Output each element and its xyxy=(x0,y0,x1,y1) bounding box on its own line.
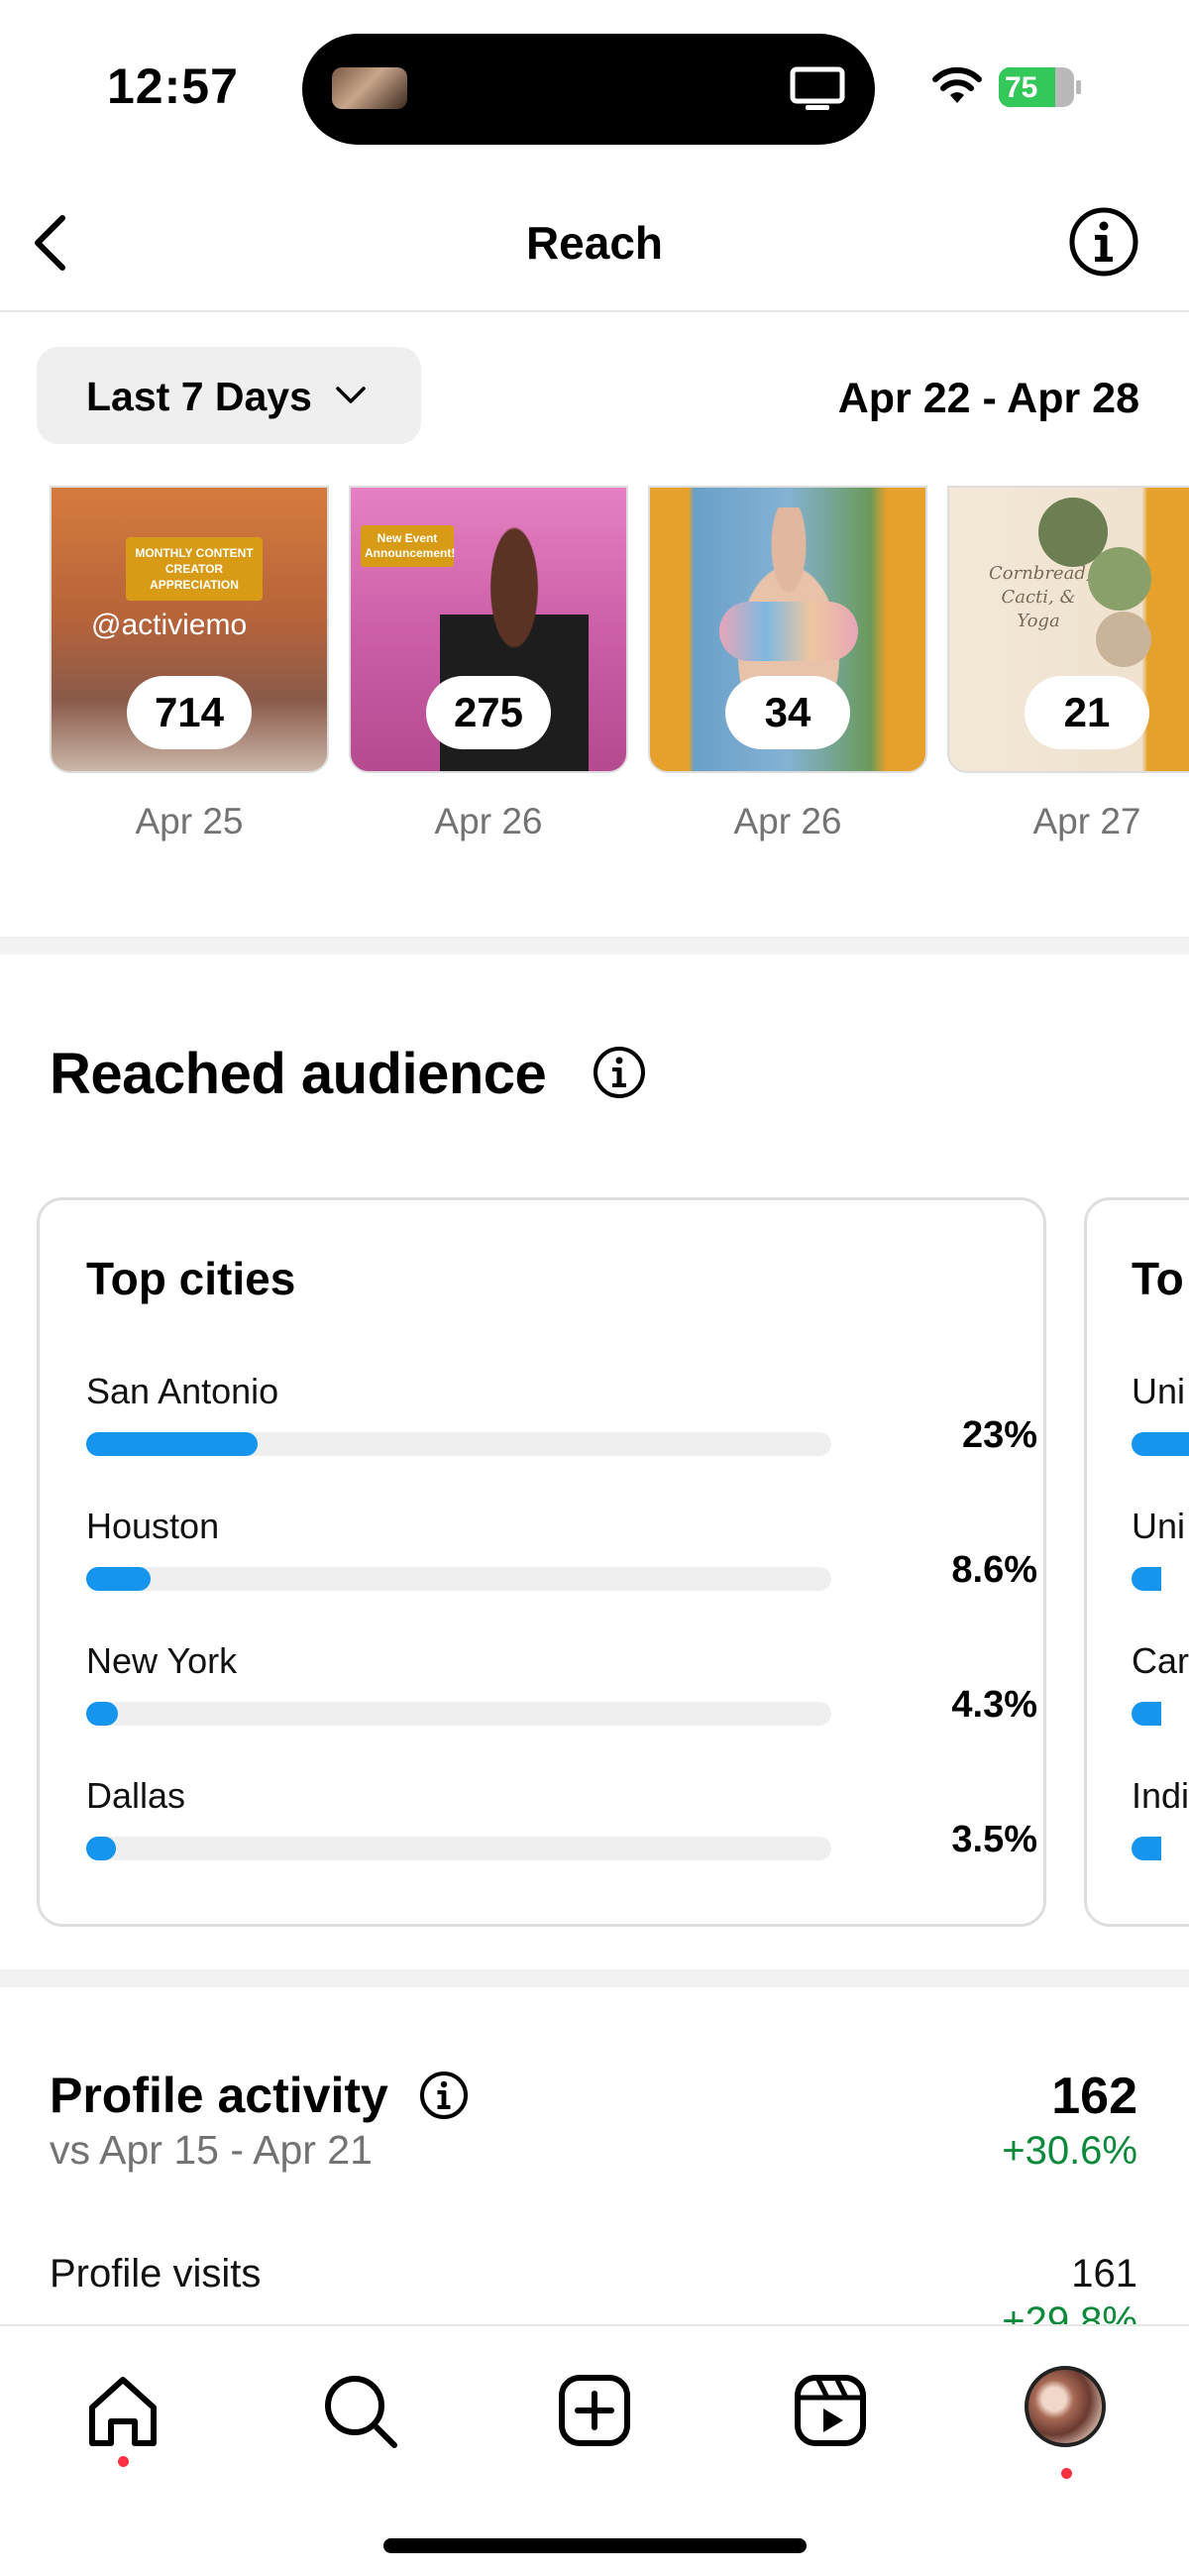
content-thumbnail[interactable]: MONTHLY CONTENT CREATOR APPRECIATION @ac… xyxy=(50,486,329,773)
next-card-bar xyxy=(1132,1837,1161,1860)
search-icon[interactable] xyxy=(315,2366,404,2455)
city-bar-fill xyxy=(86,1432,258,1456)
thumbnail-handle-text: @activiemo xyxy=(91,609,248,641)
profile-notification-dot xyxy=(1061,2468,1072,2479)
create-icon[interactable] xyxy=(550,2366,639,2455)
dynamic-island[interactable] xyxy=(302,34,875,145)
thumbnail-sticker-text: New Event Announcement! xyxy=(361,525,455,567)
profile-visits-value: 161 xyxy=(1071,2252,1137,2296)
city-bar-fill xyxy=(86,1702,119,1726)
thumbnail-photo-circle xyxy=(1096,612,1151,667)
city-row: New York 4.3% xyxy=(86,1640,1037,1759)
next-card-title: To xyxy=(1132,1253,1184,1304)
home-notification-dot xyxy=(118,2456,129,2467)
home-icon[interactable] xyxy=(78,2366,167,2455)
battery-percent: 75 xyxy=(1005,71,1038,104)
live-activity-thumbnail xyxy=(332,67,407,109)
top-cities-title: Top cities xyxy=(86,1253,296,1304)
wifi-icon xyxy=(932,66,982,103)
thumbnail-date: Apr 26 xyxy=(733,801,842,841)
battery-indicator: 75 xyxy=(999,67,1082,107)
city-bar-track xyxy=(86,1702,831,1726)
navigation-header: Reach xyxy=(0,178,1189,312)
city-name: Dallas xyxy=(86,1775,186,1816)
reels-icon[interactable] xyxy=(786,2366,875,2455)
thumbnail-date: Apr 25 xyxy=(135,801,244,841)
thumbnail-sticker-text: MONTHLY CONTENT CREATOR APPRECIATION xyxy=(126,537,263,601)
city-bar-fill xyxy=(86,1567,151,1591)
info-icon[interactable] xyxy=(1066,204,1141,280)
next-card-bar xyxy=(1132,1702,1161,1726)
city-row: San Antonio 23% xyxy=(86,1371,1037,1490)
reach-count-badge: 275 xyxy=(426,676,551,749)
city-name: Houston xyxy=(86,1506,220,1546)
city-percent: 23% xyxy=(961,1414,1037,1456)
comparison-period: vs Apr 15 - Apr 21 xyxy=(50,2127,373,2173)
city-bar-track xyxy=(86,1567,831,1591)
thumbnail-date: Apr 27 xyxy=(1032,801,1141,841)
top-countries-card-peek[interactable]: To Uni Uni Car Indi xyxy=(1084,1197,1189,1927)
city-percent: 8.6% xyxy=(951,1549,1037,1591)
page-title: Reach xyxy=(525,217,664,269)
next-card-item: Indi xyxy=(1132,1775,1189,1816)
next-card-item: Car xyxy=(1132,1640,1189,1681)
date-range-dropdown[interactable]: Last 7 Days xyxy=(37,347,421,444)
next-card-item: Uni xyxy=(1132,1371,1186,1411)
city-name: New York xyxy=(86,1640,238,1681)
content-thumbnail[interactable]: 34 xyxy=(648,486,927,773)
top-cities-card[interactable]: Top cities San Antonio 23% Houston 8.6% … xyxy=(37,1197,1046,1927)
section-divider xyxy=(0,1969,1189,1987)
reach-count-badge: 714 xyxy=(127,676,252,749)
back-chevron-icon[interactable] xyxy=(18,208,87,278)
thumbnail-photo-circle xyxy=(1038,498,1108,567)
info-icon[interactable] xyxy=(418,2070,470,2121)
profile-activity-heading: Profile activity xyxy=(50,2068,388,2123)
section-divider xyxy=(0,937,1189,954)
reach-count-badge: 34 xyxy=(725,676,850,749)
next-card-bar xyxy=(1132,1567,1161,1591)
city-bar-track xyxy=(86,1432,831,1456)
thumbnail-swimsuit xyxy=(719,602,858,661)
city-percent: 3.5% xyxy=(951,1819,1037,1860)
screen-mirroring-icon xyxy=(790,66,845,110)
thumbnail-script-text: Cornbread, Cacti, & Yoga xyxy=(989,563,1092,631)
chevron-down-icon xyxy=(336,387,366,403)
profile-activity-total: 162 xyxy=(1051,2068,1137,2125)
status-bar: 12:57 75 xyxy=(0,0,1189,168)
date-range-dropdown-label: Last 7 Days xyxy=(86,374,312,419)
content-thumbnail[interactable]: New Event Announcement! 275 xyxy=(349,486,628,773)
home-indicator[interactable] xyxy=(383,2538,807,2553)
bottom-tab-bar xyxy=(0,2324,1189,2576)
reached-audience-heading: Reached audience xyxy=(50,1042,547,1106)
thumbnail-date: Apr 26 xyxy=(434,801,543,841)
profile-activity-change: +30.6% xyxy=(1002,2129,1137,2173)
city-row: Houston 8.6% xyxy=(86,1506,1037,1624)
content-carousel[interactable]: MONTHLY CONTENT CREATOR APPRECIATION @ac… xyxy=(0,486,1189,862)
city-bar-track xyxy=(86,1837,831,1860)
battery-fill xyxy=(999,67,1055,107)
content-thumbnail[interactable]: Cornbread, Cacti, & Yoga 21 xyxy=(947,486,1189,773)
status-time: 12:57 xyxy=(107,58,239,114)
next-card-item: Uni xyxy=(1132,1506,1186,1546)
profile-avatar[interactable] xyxy=(1025,2366,1106,2447)
date-range-text: Apr 22 - Apr 28 xyxy=(837,375,1139,422)
profile-visits-label: Profile visits xyxy=(50,2252,262,2296)
thumbnail-photo-circle xyxy=(1088,547,1151,611)
next-card-bar xyxy=(1132,1432,1189,1456)
city-percent: 4.3% xyxy=(951,1684,1037,1726)
info-icon[interactable] xyxy=(592,1045,647,1100)
reach-count-badge: 21 xyxy=(1025,676,1149,749)
city-name: San Antonio xyxy=(86,1371,279,1411)
city-bar-fill xyxy=(86,1837,117,1860)
city-row: Dallas 3.5% xyxy=(86,1775,1037,1894)
